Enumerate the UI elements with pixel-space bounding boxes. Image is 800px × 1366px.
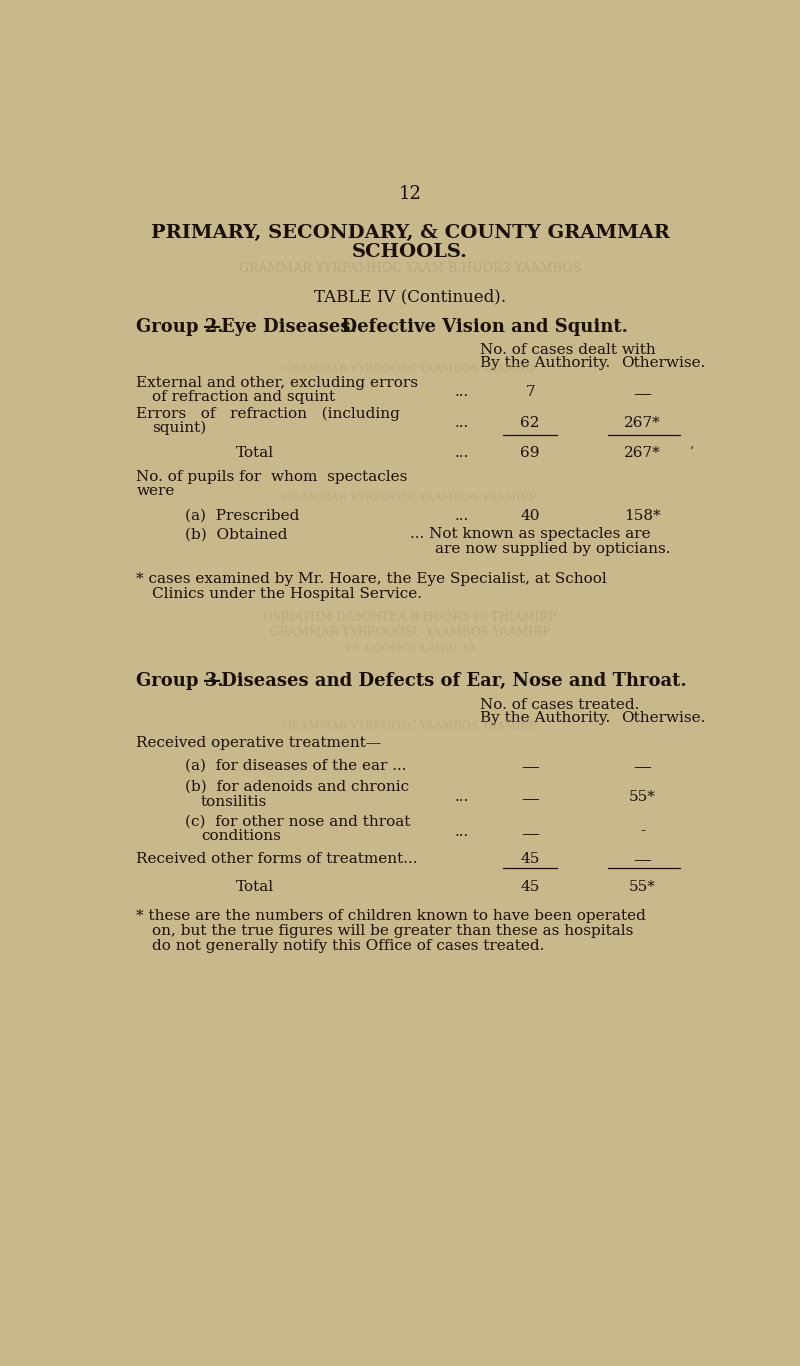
Text: —Diseases and Defects of Ear, Nose and Throat.: —Diseases and Defects of Ear, Nose and T… xyxy=(203,672,687,690)
Text: GRAMMAR YYRP.OO5C YAAMBOS YAAMIRP: GRAMMAR YYRP.OO5C YAAMBOS YAAMIRP xyxy=(283,721,537,731)
Text: Total: Total xyxy=(236,445,274,460)
Text: Errors   of   refraction   (including: Errors of refraction (including xyxy=(137,407,400,421)
Text: are now supplied by opticians.: are now supplied by opticians. xyxy=(435,542,670,556)
Text: ...: ... xyxy=(455,510,469,523)
Text: were: were xyxy=(137,484,175,499)
Text: Otherwise.: Otherwise. xyxy=(621,712,705,725)
Text: 69: 69 xyxy=(520,445,540,460)
Text: —: — xyxy=(634,758,651,776)
Text: ...: ... xyxy=(455,417,469,430)
Text: ... Not known as spectacles are: ... Not known as spectacles are xyxy=(410,527,650,541)
Text: GRAMMAR YYRP.OOOSC YAAMBOS YAAMIRP: GRAMMAR YYRP.OOOSC YAAMBOS YAAMIRP xyxy=(270,626,550,639)
Text: —: — xyxy=(521,825,539,843)
Text: 55*: 55* xyxy=(629,790,656,805)
Text: GRAMMAR YYRPAMHOC YAAM B.HUOR3 YAAMBOS: GRAMMAR YYRPAMHOC YAAM B.HUOR3 YAAMBOS xyxy=(239,262,581,276)
Text: 12: 12 xyxy=(398,186,422,204)
Text: tonsilitis: tonsilitis xyxy=(201,795,267,809)
Text: Total: Total xyxy=(236,880,274,893)
Text: —Eye Diseases.: —Eye Diseases. xyxy=(203,318,357,336)
Text: -: - xyxy=(640,825,645,839)
Text: on, but the true figures will be greater than these as hospitals: on, but the true figures will be greater… xyxy=(152,923,634,938)
Text: (a)  Prescribed: (a) Prescribed xyxy=(186,510,300,523)
Text: ...: ... xyxy=(455,445,469,460)
Text: 267*: 267* xyxy=(624,445,661,460)
Text: (a)  for diseases of the ear ...: (a) for diseases of the ear ... xyxy=(186,758,406,772)
Text: Received operative treatment—: Received operative treatment— xyxy=(137,736,382,750)
Text: * these are the numbers of children known to have been operated: * these are the numbers of children know… xyxy=(137,910,646,923)
Text: Defective Vision and Squint.: Defective Vision and Squint. xyxy=(329,318,628,336)
Text: GRAMMAR YYRP.OO5C YAAMBOS YAAMIRP: GRAMMAR YYRP.OO5C YAAMBOS YAAMIRP xyxy=(283,365,537,374)
Text: 7: 7 xyxy=(526,385,535,399)
Text: —: — xyxy=(634,851,651,870)
Text: squint): squint) xyxy=(152,421,206,434)
Text: 40: 40 xyxy=(520,510,540,523)
Text: of refraction and squint: of refraction and squint xyxy=(152,389,335,403)
Text: 267*: 267* xyxy=(624,417,661,430)
Text: Clinics under the Hospital Service.: Clinics under the Hospital Service. xyxy=(152,586,422,601)
Text: OSRIATHM DA3OHTEA B.HUOR3 10 THIAMIRP: OSRIATHM DA3OHTEA B.HUOR3 10 THIAMIRP xyxy=(263,611,557,623)
Text: Received other forms of treatment...: Received other forms of treatment... xyxy=(137,851,418,866)
Text: 13 .LOOHCS LAIRU 13: 13 .LOOHCS LAIRU 13 xyxy=(344,643,476,653)
Text: Otherwise.: Otherwise. xyxy=(621,357,705,370)
Text: SCHOOLS.: SCHOOLS. xyxy=(352,243,468,261)
Text: conditions: conditions xyxy=(201,829,281,843)
Text: By the Authority.: By the Authority. xyxy=(480,712,610,725)
Text: (b)  Obtained: (b) Obtained xyxy=(186,527,288,541)
Text: —: — xyxy=(521,758,539,776)
Text: 45: 45 xyxy=(521,851,540,866)
Text: External and other, excluding errors: External and other, excluding errors xyxy=(137,377,418,391)
Text: Group 2.: Group 2. xyxy=(137,318,224,336)
Text: 55*: 55* xyxy=(629,880,656,893)
Text: No. of cases dealt with: No. of cases dealt with xyxy=(480,343,655,357)
Text: GRAMMAR YYRP.OO5C YAAMBOS YAAMIRP: GRAMMAR YYRP.OO5C YAAMBOS YAAMIRP xyxy=(283,493,537,504)
Text: do not generally notify this Office of cases treated.: do not generally notify this Office of c… xyxy=(152,938,544,952)
Text: By the Authority.: By the Authority. xyxy=(480,357,610,370)
Text: ’: ’ xyxy=(689,445,693,459)
Text: 62: 62 xyxy=(520,417,540,430)
Text: 158*: 158* xyxy=(624,510,661,523)
Text: (c)  for other nose and throat: (c) for other nose and throat xyxy=(186,814,410,829)
Text: ...: ... xyxy=(455,385,469,399)
Text: No. of cases treated.: No. of cases treated. xyxy=(480,698,639,712)
Text: * cases examined by Mr. Hoare, the Eye Specialist, at School: * cases examined by Mr. Hoare, the Eye S… xyxy=(137,572,607,586)
Text: —: — xyxy=(634,385,651,403)
Text: TABLE IV (Continued).: TABLE IV (Continued). xyxy=(314,288,506,306)
Text: ...: ... xyxy=(455,790,469,805)
Text: 45: 45 xyxy=(521,880,540,893)
Text: (b)  for adenoids and chronic: (b) for adenoids and chronic xyxy=(186,780,410,794)
Text: ...: ... xyxy=(455,825,469,839)
Text: —: — xyxy=(521,790,539,807)
Text: Group 3.: Group 3. xyxy=(137,672,224,690)
Text: No. of pupils for  whom  spectacles: No. of pupils for whom spectacles xyxy=(137,470,408,485)
Text: PRIMARY, SECONDARY, & COUNTY GRAMMAR: PRIMARY, SECONDARY, & COUNTY GRAMMAR xyxy=(150,224,670,242)
